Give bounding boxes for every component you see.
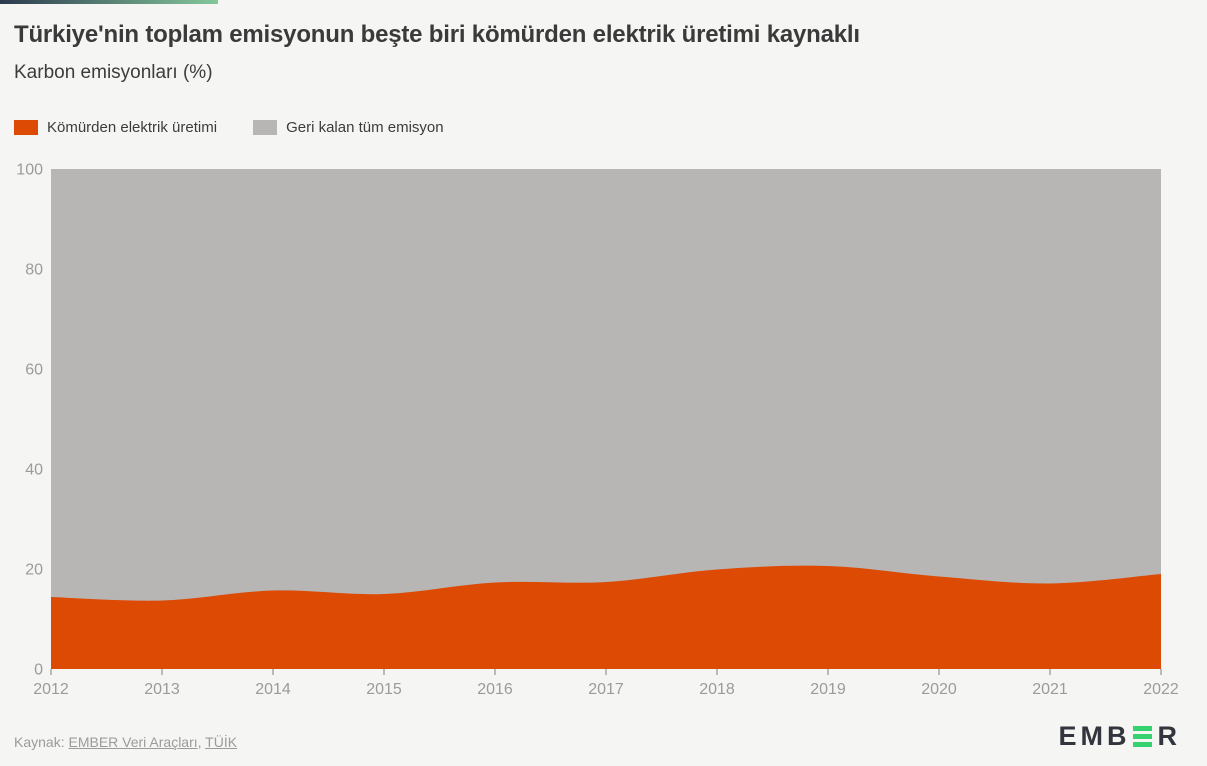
y-axis-label: 60 xyxy=(25,362,43,379)
y-axis-label: 80 xyxy=(25,262,43,279)
y-axis-label: 100 xyxy=(16,162,43,179)
x-axis-label: 2014 xyxy=(255,681,291,698)
ember-logo-text-left: EMB xyxy=(1058,721,1131,751)
ember-green-e-icon xyxy=(1132,726,1152,747)
legend-label-rest: Geri kalan tüm emisyon xyxy=(286,119,444,136)
x-axis-label: 2019 xyxy=(810,681,846,698)
legend-swatch-rest xyxy=(253,120,278,135)
source-separator: , xyxy=(197,734,206,750)
chart-title: Türkiye'nin toplam emisyonun beşte biri … xyxy=(14,21,860,48)
accent-bar xyxy=(0,0,218,4)
y-axis-label: 0 xyxy=(34,662,43,679)
source-link-ember[interactable]: EMBER Veri Araçları xyxy=(68,734,198,750)
x-axis-label: 2021 xyxy=(1032,681,1068,698)
x-axis-label: 2016 xyxy=(477,681,513,698)
source-line: Kaynak: EMBER Veri Araçları, TÜİK xyxy=(14,734,237,750)
ember-logo: EMB R xyxy=(1059,723,1182,750)
x-axis-label: 2018 xyxy=(699,681,735,698)
legend: Kömürden elektrik üretimi Geri kalan tüm… xyxy=(14,119,444,136)
x-axis-label: 2022 xyxy=(1143,681,1179,698)
y-axis-label: 40 xyxy=(25,462,43,479)
area-coal-electricity xyxy=(51,565,1161,669)
x-axis-label: 2015 xyxy=(366,681,402,698)
green-e-bar xyxy=(1132,734,1152,739)
source-link-tuik[interactable]: TÜİK xyxy=(205,734,238,750)
y-axis-label: 20 xyxy=(25,562,43,579)
x-axis-label: 2020 xyxy=(921,681,957,698)
ember-logo-text-right: R xyxy=(1157,721,1181,751)
chart-subtitle: Karbon emisyonları (%) xyxy=(14,62,213,83)
x-axis-label: 2013 xyxy=(144,681,180,698)
legend-label-coal: Kömürden elektrik üretimi xyxy=(47,119,218,136)
stacked-area-chart: 2012 2013 2014 2015 2016 2017 2018 2019 2020 2021… xyxy=(16,162,1179,699)
legend-swatch-coal xyxy=(14,120,38,135)
x-axis-label: 2017 xyxy=(588,681,624,698)
legend-item-rest: Geri kalan tüm emisyon xyxy=(253,119,444,136)
green-e-bar xyxy=(1132,742,1152,747)
x-axis-label: 2012 xyxy=(33,681,69,698)
green-e-bar xyxy=(1132,726,1152,731)
source-prefix: Kaynak: xyxy=(14,734,69,750)
legend-item-coal: Kömürden elektrik üretimi xyxy=(14,119,217,136)
